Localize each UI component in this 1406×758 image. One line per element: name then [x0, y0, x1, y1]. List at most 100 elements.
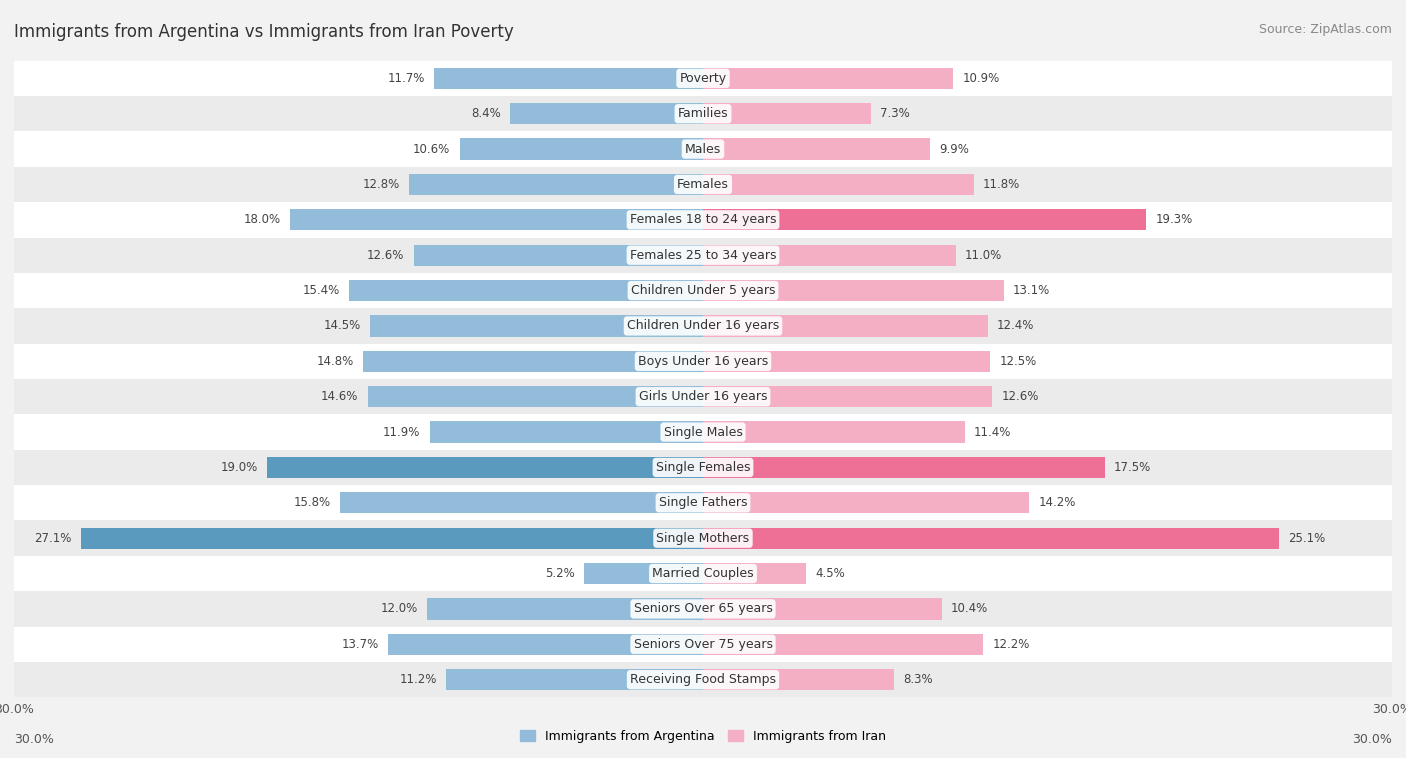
Text: 30.0%: 30.0% — [14, 732, 53, 746]
Text: Single Females: Single Females — [655, 461, 751, 474]
Bar — [388, 634, 703, 655]
Bar — [14, 485, 1392, 521]
Bar — [14, 343, 1392, 379]
Text: 12.8%: 12.8% — [363, 178, 399, 191]
Bar — [703, 421, 965, 443]
Bar — [703, 386, 993, 407]
Text: 30.0%: 30.0% — [1353, 732, 1392, 746]
Bar — [703, 598, 942, 619]
Text: Single Fathers: Single Fathers — [659, 496, 747, 509]
Text: 27.1%: 27.1% — [34, 531, 72, 545]
Text: Females 18 to 24 years: Females 18 to 24 years — [630, 213, 776, 227]
Text: Seniors Over 75 years: Seniors Over 75 years — [634, 637, 772, 651]
Bar — [703, 563, 807, 584]
Text: 14.8%: 14.8% — [316, 355, 354, 368]
Text: 12.6%: 12.6% — [367, 249, 405, 262]
Bar — [430, 421, 703, 443]
Text: 10.9%: 10.9% — [963, 72, 1000, 85]
Text: 12.0%: 12.0% — [381, 603, 418, 615]
Bar — [14, 96, 1392, 131]
Text: 12.4%: 12.4% — [997, 319, 1035, 333]
Bar — [703, 634, 983, 655]
Text: Source: ZipAtlas.com: Source: ZipAtlas.com — [1258, 23, 1392, 36]
Bar — [413, 245, 703, 266]
Bar — [370, 315, 703, 337]
Text: 8.4%: 8.4% — [471, 107, 501, 121]
Text: 10.6%: 10.6% — [413, 143, 450, 155]
Text: 17.5%: 17.5% — [1114, 461, 1152, 474]
Bar — [703, 669, 894, 691]
Bar — [510, 103, 703, 124]
Bar — [80, 528, 703, 549]
Text: 14.5%: 14.5% — [323, 319, 361, 333]
Bar — [703, 103, 870, 124]
Bar — [14, 627, 1392, 662]
Text: Males: Males — [685, 143, 721, 155]
Bar — [427, 598, 703, 619]
Text: 12.2%: 12.2% — [993, 637, 1029, 651]
Bar — [446, 669, 703, 691]
Text: Children Under 5 years: Children Under 5 years — [631, 284, 775, 297]
Text: Girls Under 16 years: Girls Under 16 years — [638, 390, 768, 403]
Text: 5.2%: 5.2% — [544, 567, 575, 580]
Bar — [14, 237, 1392, 273]
Bar — [703, 315, 988, 337]
Text: 19.3%: 19.3% — [1156, 213, 1192, 227]
Bar — [703, 209, 1146, 230]
Bar — [340, 492, 703, 513]
Legend: Immigrants from Argentina, Immigrants from Iran: Immigrants from Argentina, Immigrants fr… — [516, 725, 890, 748]
Bar — [434, 67, 703, 89]
Bar — [14, 415, 1392, 449]
Bar — [14, 449, 1392, 485]
Text: Females 25 to 34 years: Females 25 to 34 years — [630, 249, 776, 262]
Bar — [14, 521, 1392, 556]
Bar — [703, 67, 953, 89]
Text: 25.1%: 25.1% — [1289, 531, 1326, 545]
Text: Receiving Food Stamps: Receiving Food Stamps — [630, 673, 776, 686]
Text: 4.5%: 4.5% — [815, 567, 845, 580]
Text: Immigrants from Argentina vs Immigrants from Iran Poverty: Immigrants from Argentina vs Immigrants … — [14, 23, 513, 41]
Text: 18.0%: 18.0% — [243, 213, 280, 227]
Bar — [409, 174, 703, 195]
Text: 14.6%: 14.6% — [321, 390, 359, 403]
Bar — [290, 209, 703, 230]
Bar — [14, 61, 1392, 96]
Text: Poverty: Poverty — [679, 72, 727, 85]
Text: Married Couples: Married Couples — [652, 567, 754, 580]
Bar — [703, 457, 1105, 478]
Bar — [349, 280, 703, 301]
Bar — [14, 309, 1392, 343]
Bar — [703, 280, 1004, 301]
Bar — [703, 528, 1279, 549]
Bar — [14, 167, 1392, 202]
Text: Families: Families — [678, 107, 728, 121]
Text: 13.7%: 13.7% — [342, 637, 380, 651]
Text: 8.3%: 8.3% — [903, 673, 932, 686]
Text: 13.1%: 13.1% — [1012, 284, 1050, 297]
Bar — [583, 563, 703, 584]
Text: Single Males: Single Males — [664, 425, 742, 439]
Text: 7.3%: 7.3% — [880, 107, 910, 121]
Text: 9.9%: 9.9% — [939, 143, 969, 155]
Bar — [703, 492, 1029, 513]
Text: 11.8%: 11.8% — [983, 178, 1021, 191]
Bar — [14, 273, 1392, 309]
Bar — [267, 457, 703, 478]
Text: Females: Females — [678, 178, 728, 191]
Bar — [14, 556, 1392, 591]
Bar — [14, 591, 1392, 627]
Text: Single Mothers: Single Mothers — [657, 531, 749, 545]
Text: 19.0%: 19.0% — [221, 461, 257, 474]
Text: 15.4%: 15.4% — [302, 284, 340, 297]
Text: 11.2%: 11.2% — [399, 673, 437, 686]
Text: 12.5%: 12.5% — [1000, 355, 1036, 368]
Text: 11.4%: 11.4% — [974, 425, 1011, 439]
Text: 11.0%: 11.0% — [965, 249, 1002, 262]
Bar — [368, 386, 703, 407]
Text: 12.6%: 12.6% — [1001, 390, 1039, 403]
Text: Children Under 16 years: Children Under 16 years — [627, 319, 779, 333]
Bar — [14, 131, 1392, 167]
Bar — [14, 662, 1392, 697]
Bar — [703, 174, 974, 195]
Bar — [14, 379, 1392, 415]
